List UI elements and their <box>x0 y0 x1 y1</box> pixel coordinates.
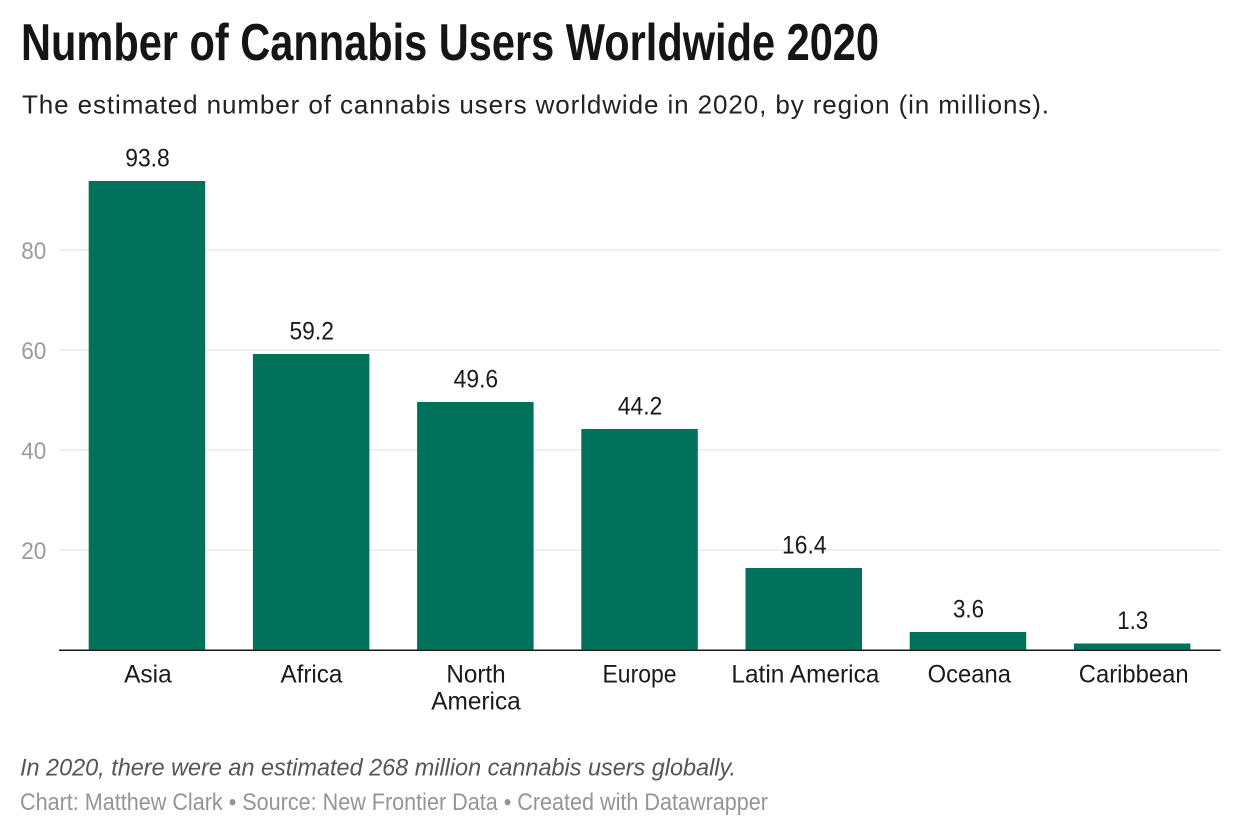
svg-text:The estimated number of cannab: The estimated number of cannabis users w… <box>22 90 1049 120</box>
svg-text:North: North <box>446 661 505 689</box>
svg-text:In 2020, there were an estimat: In 2020, there were an estimated 268 mil… <box>20 755 736 782</box>
svg-text:20: 20 <box>21 538 46 565</box>
svg-text:Caribbean: Caribbean <box>1079 661 1189 689</box>
svg-text:49.6: 49.6 <box>454 365 499 393</box>
svg-text:1.3: 1.3 <box>1117 607 1148 635</box>
svg-text:60: 60 <box>21 338 46 365</box>
svg-text:Chart: Matthew Clark • Source:: Chart: Matthew Clark • Source: New Front… <box>20 789 768 816</box>
svg-text:44.2: 44.2 <box>618 392 663 420</box>
svg-text:Asia: Asia <box>124 661 172 689</box>
svg-text:Number of Cannabis Users World: Number of Cannabis Users Worldwide 2020 <box>21 13 879 71</box>
svg-text:Latin America: Latin America <box>731 661 879 689</box>
svg-text:80: 80 <box>21 238 46 265</box>
svg-text:40: 40 <box>21 438 46 465</box>
svg-text:Europe: Europe <box>603 661 677 689</box>
svg-text:59.2: 59.2 <box>289 317 334 345</box>
svg-text:16.4: 16.4 <box>782 531 827 559</box>
svg-text:Oceana: Oceana <box>928 661 1011 689</box>
svg-text:America: America <box>431 688 521 716</box>
svg-text:Africa: Africa <box>280 661 342 689</box>
svg-text:93.8: 93.8 <box>125 144 170 172</box>
svg-text:3.6: 3.6 <box>953 595 984 623</box>
